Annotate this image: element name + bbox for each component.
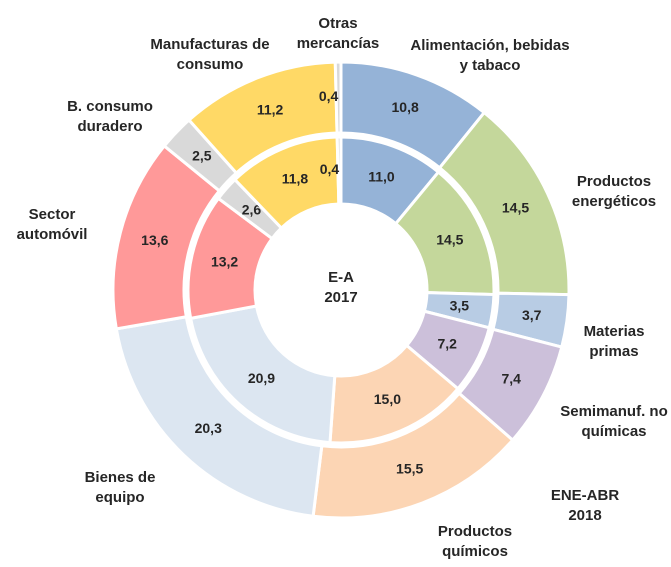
value-label: 11,2 — [257, 102, 284, 118]
value-label: 11,8 — [282, 170, 309, 186]
value-label: 10,8 — [392, 99, 419, 115]
value-label: 20,9 — [248, 370, 275, 386]
value-label: 13,6 — [141, 232, 168, 248]
value-label: 3,7 — [522, 307, 542, 323]
category-label: Productos energéticos — [571, 173, 657, 210]
value-label: 14,5 — [502, 199, 529, 215]
value-label: 3,5 — [450, 297, 470, 313]
series-label: E-A 2017 — [324, 269, 358, 306]
category-label: Alimentación, bebidas y tabaco — [410, 37, 570, 74]
category-label: Semimanuf. no químicas — [560, 403, 668, 440]
value-label: 0,4 — [319, 88, 339, 104]
category-label: Bienes de equipo — [84, 469, 156, 506]
donut-segment — [335, 135, 343, 206]
category-label: Otras mercancías — [296, 15, 380, 52]
value-label: 14,5 — [436, 231, 463, 247]
value-label: 2,5 — [192, 148, 212, 164]
donut-segment — [188, 304, 337, 445]
value-label: 13,2 — [211, 254, 238, 270]
category-label: Materias primas — [583, 323, 645, 360]
donut-segment — [333, 60, 343, 135]
value-label: 2,6 — [242, 202, 262, 218]
category-label: Manufacturas de consumo — [150, 36, 270, 73]
category-label: B. consumo duradero — [67, 98, 153, 135]
category-label: Productos químicos — [437, 523, 513, 560]
value-label: 11,0 — [368, 168, 395, 184]
value-label: 15,0 — [374, 391, 401, 407]
value-label: 7,2 — [438, 335, 458, 351]
series-label: ENE-ABR 2018 — [550, 487, 620, 524]
value-label: 7,4 — [501, 371, 521, 387]
value-label: 15,5 — [396, 461, 423, 477]
value-label: 20,3 — [195, 420, 222, 436]
value-label: 0,4 — [320, 161, 340, 177]
category-label: Sector automóvil — [16, 206, 88, 243]
